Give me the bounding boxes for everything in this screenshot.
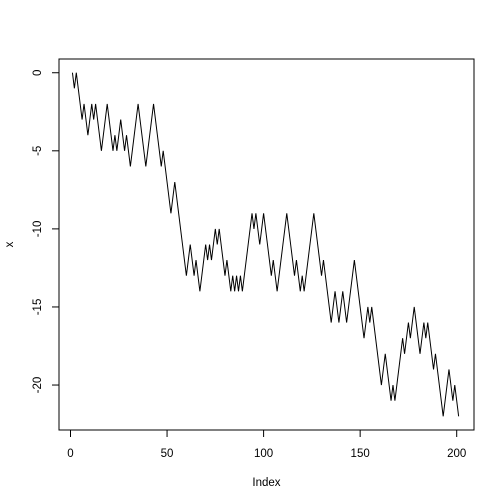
x-tick-label: 150 bbox=[351, 448, 370, 460]
y-tick-label: -10 bbox=[32, 221, 44, 238]
x-axis: 0 50 100 150 200 bbox=[67, 429, 466, 460]
x-tick-label: 0 bbox=[67, 448, 73, 460]
series-line bbox=[71, 72, 460, 417]
plot-box bbox=[58, 58, 475, 431]
x-tick-label: 100 bbox=[254, 448, 273, 460]
x-tick-label: 50 bbox=[161, 448, 174, 460]
y-tick-label: -15 bbox=[32, 299, 44, 316]
y-tick-label: -5 bbox=[32, 146, 44, 156]
x-axis-label: Index bbox=[252, 477, 280, 489]
y-tick-label: 0 bbox=[32, 70, 44, 76]
x-tick-label: 200 bbox=[447, 448, 466, 460]
y-axis-label: x bbox=[4, 241, 16, 247]
y-tick-label: -20 bbox=[32, 377, 44, 394]
y-axis: 0 -5 -10 -15 -20 bbox=[32, 70, 60, 394]
